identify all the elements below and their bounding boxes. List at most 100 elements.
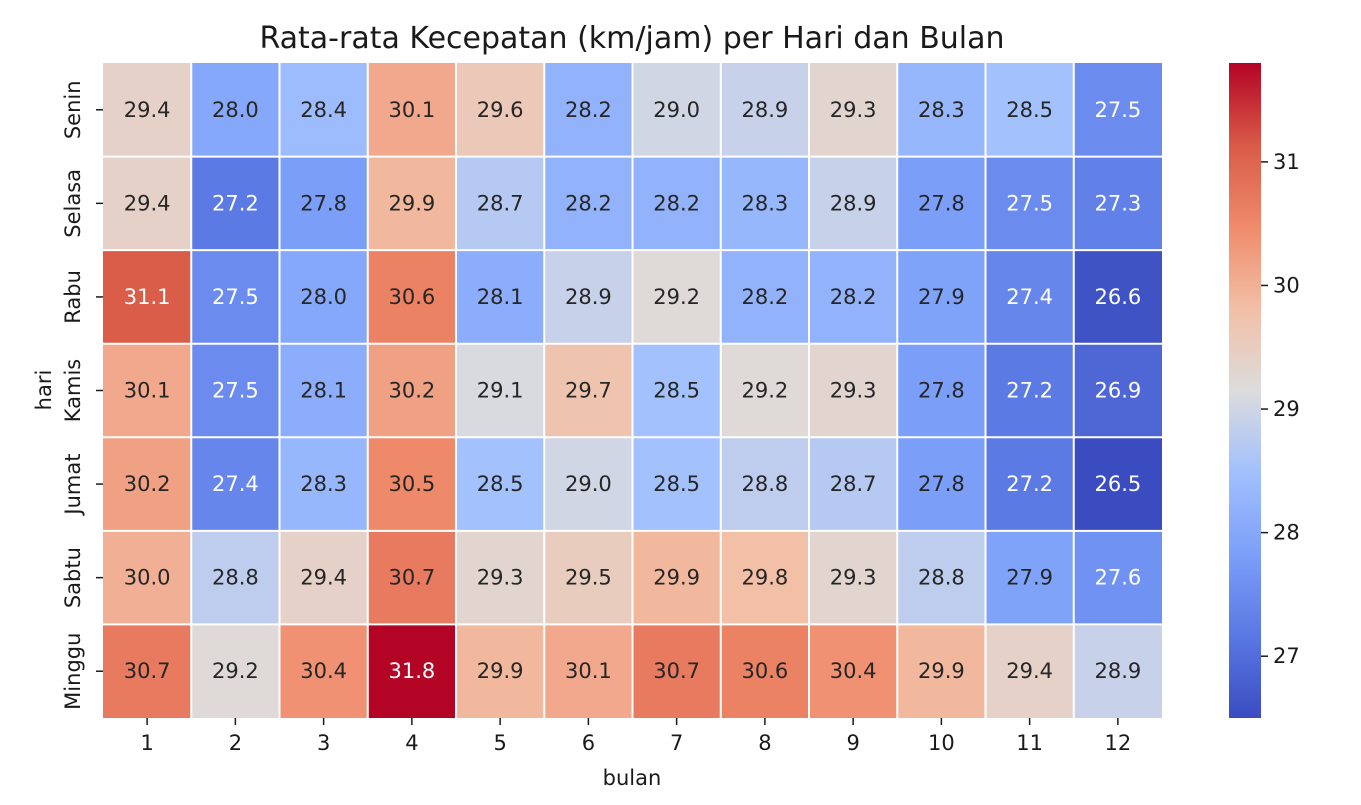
cell-value-label: 26.5: [1094, 472, 1141, 496]
heatmap-cell-borders: [103, 63, 1162, 718]
chart-title: Rata-rata Kecepatan (km/jam) per Hari da…: [259, 21, 1004, 56]
colorbar-tick-label: 27: [1273, 644, 1300, 668]
heatmap-cell: [103, 437, 192, 531]
cell-value-label: 29.9: [477, 659, 524, 683]
heatmap-cell: [544, 530, 633, 625]
x-axis-ticks: 1 2 3 4 5 6 7 8 9 10 11 12: [140, 718, 1131, 755]
y-tick-label: Kamis: [61, 359, 85, 423]
x-tick-label: 11: [1016, 731, 1043, 755]
cell-value-label: 30.1: [124, 379, 171, 403]
cell-value-label: 27.6: [1094, 566, 1141, 590]
heatmap-cell: [103, 343, 192, 438]
heatmap-cell: [103, 63, 192, 157]
heatmap-cell: [1073, 250, 1162, 344]
y-tick-label: Selasa: [61, 169, 85, 238]
heatmap-cell: [720, 63, 809, 157]
cell-value-label: 30.0: [124, 566, 171, 590]
heatmap-cell: [367, 343, 456, 438]
cell-value-label: 27.9: [918, 285, 965, 309]
cell-value-label: 27.5: [212, 379, 259, 403]
cell-value-label: 29.4: [124, 98, 171, 122]
heatmap-cell: [456, 624, 545, 718]
cell-value-label: 30.7: [653, 659, 700, 683]
cell-value-label: 29.9: [388, 191, 435, 215]
colorbar-tick-label: 31: [1273, 150, 1300, 174]
colorbar: 27 28 29 30 31: [1229, 63, 1300, 718]
cell-value-label: 29.4: [300, 566, 347, 590]
heatmap-cell: [1073, 624, 1162, 718]
heatmap-cell: [456, 63, 545, 157]
x-tick-label: 3: [317, 731, 330, 755]
cell-value-label: 29.4: [124, 191, 171, 215]
cell-value-label: 29.2: [653, 285, 700, 309]
heatmap-cell: [632, 156, 721, 251]
heatmap-cell: [456, 250, 545, 344]
cell-value-label: 28.0: [300, 285, 347, 309]
heatmap-cell: [809, 530, 898, 625]
cell-value-label: 27.8: [918, 472, 965, 496]
cell-value-label: 28.9: [830, 191, 877, 215]
heatmap-cell: [279, 63, 368, 157]
heatmap-cell: [544, 437, 633, 531]
cell-value-label: 30.6: [388, 285, 435, 309]
cell-value-label: 28.8: [918, 566, 965, 590]
y-axis-ticks: Senin Selasa Rabu Kamis Jumat Sabtu Minggu: [61, 80, 103, 710]
heatmap-cell: [279, 437, 368, 531]
cell-value-label: 27.9: [1006, 566, 1053, 590]
heatmap-cell: [191, 437, 280, 531]
cell-value-label: 29.9: [653, 566, 700, 590]
heatmap-cell: [985, 624, 1074, 718]
x-tick-label: 8: [758, 731, 771, 755]
heatmap-cell: [544, 156, 633, 251]
cell-value-label: 28.9: [1094, 659, 1141, 683]
cell-value-label: 28.2: [830, 285, 877, 309]
heatmap-cell: [1073, 343, 1162, 438]
cell-value-label: 29.3: [830, 379, 877, 403]
x-tick-label: 6: [582, 731, 595, 755]
x-axis-label: bulan: [603, 766, 662, 790]
heatmap-cells: [103, 63, 1162, 718]
heatmap-cell: [985, 530, 1074, 625]
cell-value-label: 27.5: [212, 285, 259, 309]
heatmap-cell: [897, 530, 986, 625]
heatmap-cell: [544, 624, 633, 718]
cell-value-label: 30.4: [830, 659, 877, 683]
cell-value-label: 27.2: [212, 191, 259, 215]
heatmap-cell: [985, 156, 1074, 251]
heatmap-cell: [456, 343, 545, 438]
heatmap-cell: [809, 156, 898, 251]
cell-value-label: 27.5: [1094, 98, 1141, 122]
heatmap-cell: [456, 156, 545, 251]
x-tick-label: 10: [928, 731, 955, 755]
heatmap-cell: [809, 624, 898, 718]
heatmap-cell: [279, 250, 368, 344]
heatmap-cell: [897, 343, 986, 438]
cell-value-label: 28.9: [565, 285, 612, 309]
heatmap-cell: [720, 624, 809, 718]
cell-value-label: 27.5: [1006, 191, 1053, 215]
cell-value-label: 28.1: [300, 379, 347, 403]
heatmap-cell: [279, 530, 368, 625]
cell-value-label: 29.6: [477, 98, 524, 122]
cell-value-label: 28.5: [653, 472, 700, 496]
cell-value-label: 30.5: [388, 472, 435, 496]
cell-value-label: 30.7: [124, 659, 171, 683]
cell-value-label: 29.2: [741, 379, 788, 403]
y-tick-label: Senin: [61, 80, 85, 139]
cell-value-label: 27.2: [1006, 379, 1053, 403]
cell-value-label: 29.4: [1006, 659, 1053, 683]
y-tick-label: Sabtu: [61, 547, 85, 608]
cell-value-label: 28.5: [1006, 98, 1053, 122]
cell-value-label: 30.4: [300, 659, 347, 683]
heatmap-cell: [279, 156, 368, 251]
cell-value-label: 28.4: [300, 98, 347, 122]
cell-value-label: 29.9: [918, 659, 965, 683]
cell-value-label: 31.8: [388, 659, 435, 683]
cell-value-label: 28.7: [830, 472, 877, 496]
heatmap-cell: [1073, 530, 1162, 625]
colorbar-tick-label: 28: [1273, 521, 1300, 545]
y-tick-label: Jumat: [61, 454, 85, 517]
cell-value-label: 28.3: [300, 472, 347, 496]
cell-value-label: 28.9: [741, 98, 788, 122]
